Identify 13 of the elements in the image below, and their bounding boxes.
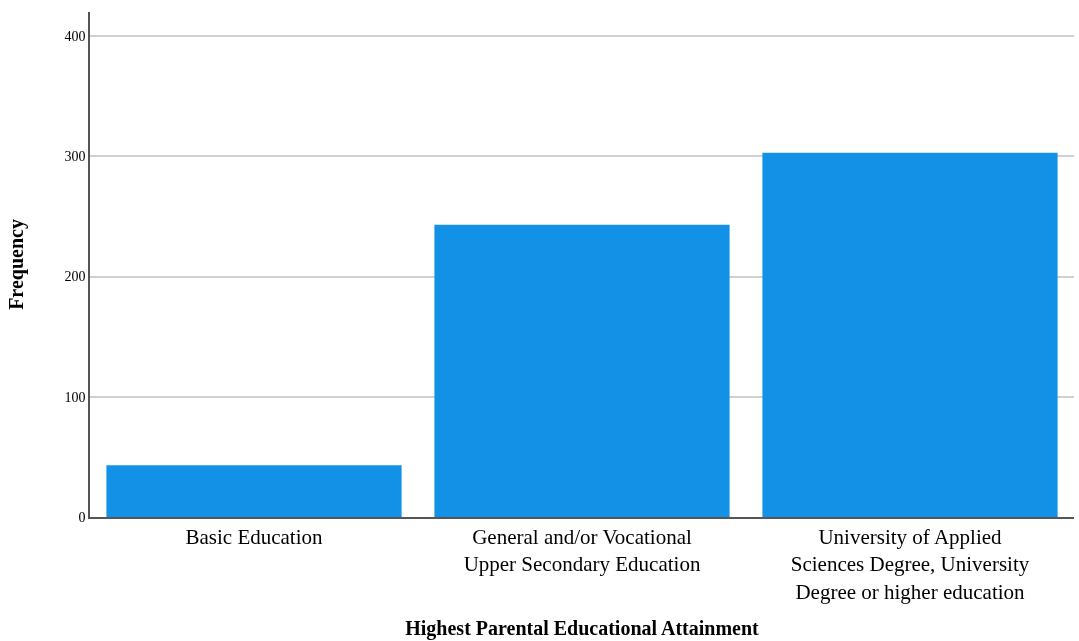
- y-tick-label: 200: [64, 269, 86, 285]
- x-tick-label: General and/or Vocational Upper Secondary Education: [463, 524, 701, 577]
- y-tick-label: 0: [78, 509, 86, 525]
- y-tick-label: 100: [64, 389, 86, 405]
- y-axis-title: Frequency: [5, 219, 29, 310]
- bar: [762, 152, 1058, 517]
- bar: [106, 465, 402, 517]
- y-tick-label: 400: [64, 28, 86, 44]
- bar: [434, 224, 730, 517]
- x-axis-title: Highest Parental Educational Attainment: [405, 616, 760, 640]
- y-tick-label: 300: [64, 149, 86, 165]
- x-tick-label: Basic Education: [185, 524, 324, 549]
- x-tick-label: University of Applied Sciences Degree, University Degree or higher education: [790, 524, 1030, 604]
